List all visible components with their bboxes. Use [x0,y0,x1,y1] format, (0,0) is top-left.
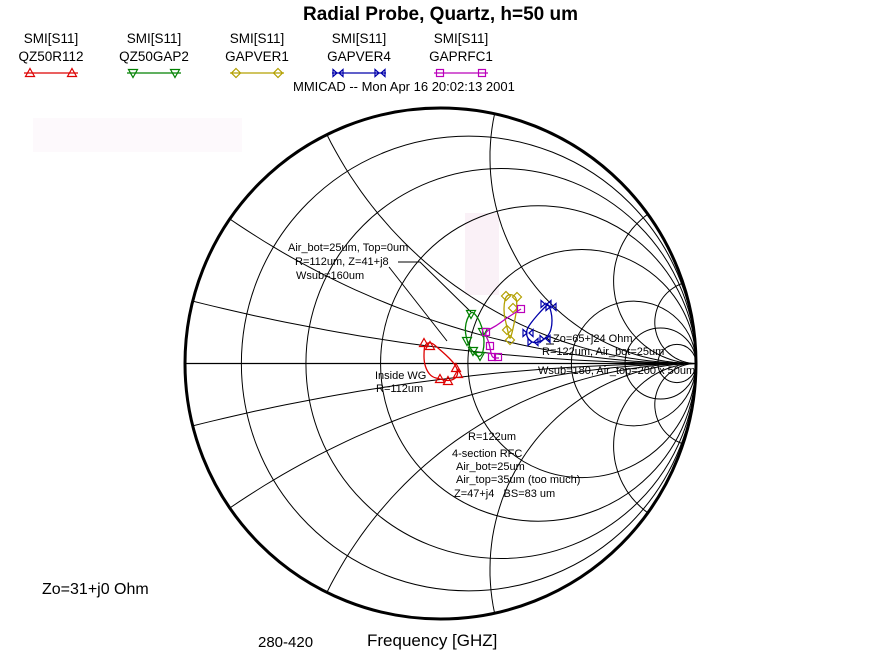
plot-title: Radial Probe, Quartz, h=50 um [302,4,579,25]
chart-annotation: 4-section RFC [452,448,523,460]
triangle-down-marker [467,346,479,357]
reference-impedance-label: Zo=31+j0 Ohm [42,581,149,598]
bowtie-marker [374,68,386,78]
square-marker [477,68,487,78]
legend-item-gapver1: SMI[S11] GAPVER1 [211,30,303,79]
timestamp-label: MMICAD -- Mon Apr 16 20:02:13 2001 [293,79,515,94]
chart-annotation: Wsub=180, Air_top=200 x 50um [538,365,696,377]
legend-series-label: SMI[S11] [229,31,285,46]
diamond-marker [507,302,519,314]
legend-marker-line [127,68,181,79]
legend-item-qz50gap2: SMI[S11] QZ50GAP2 [108,30,200,79]
triangle-up-marker [418,337,430,348]
diamond-marker [511,291,523,303]
x-axis-label: Frequency [GHZ] [367,631,498,650]
annotation-leader-line [388,266,448,342]
legend-item-gaprfc1: SMI[S11] GAPRFC1 [415,30,507,79]
square-marker [435,68,445,78]
bowtie-marker [522,328,534,338]
chart-annotation: Air_bot=25um [456,461,525,473]
trace-qz50r112 [423,342,459,382]
chart-annotation: R=112um [376,383,424,395]
legend-item-qz50r112: SMI[S11] QZ50R112 [5,30,97,79]
bowtie-marker [332,68,344,78]
chart-annotation: Zo=65+j24 Ohm [553,333,633,345]
legend-series-label: SMI[S11] [331,31,387,46]
triangle-up-marker [434,373,446,384]
triangle-down-marker [127,68,139,79]
legend-marker-line [434,68,488,78]
triangle-down-marker [465,309,477,320]
annotation-leader-line [398,261,472,313]
triangle-up-marker [442,375,454,386]
legend-marker-line [24,67,78,78]
legend-marker-line [332,68,386,78]
reactance-arc [489,363,697,614]
diamond-marker [504,334,516,346]
reactance-arc [613,213,697,364]
chart-annotation: R=122um, Air_bot=25um [542,346,665,358]
bowtie-marker [545,302,557,312]
reactance-arc [229,218,697,364]
triangle-up-marker [450,362,462,373]
legend-trace-name: GAPVER1 [225,49,289,64]
chart-annotation: R=122um [468,431,517,443]
chart-annotation: R=112um, Z=41+j8 [295,256,389,268]
chart-annotation: Inside WG [375,370,427,382]
reactance-arc [229,363,697,509]
triangle-down-marker [474,351,486,362]
triangle-up-marker [66,67,78,78]
legend-trace-name: GAPRFC1 [429,49,493,64]
trace-gaprfc1 [485,308,522,359]
chart-annotation: Air_top=35um (too much) [456,474,581,486]
reactance-arc [654,282,697,364]
bowtie-marker [527,337,539,347]
diamond-marker [272,67,284,79]
legend-series-label: SMI[S11] [126,31,182,46]
square-marker [485,341,495,351]
triangle-up-marker [424,340,436,351]
reactance-arc [192,300,696,364]
triangle-up-marker [452,368,464,379]
chart-annotation: Z=47+j4 BS=83 um [454,488,556,500]
faint-highlight-band-center [465,213,499,295]
legend-item-gapver4: SMI[S11] GAPVER4 [313,30,405,79]
legend-trace-name: QZ50R112 [18,49,84,64]
legend-trace-name: GAPVER4 [327,49,391,64]
diamond-marker [500,290,512,302]
square-marker [516,304,526,314]
reactance-arc [654,363,697,445]
trace-gapver4 [525,304,553,344]
reactance-arc [489,113,697,364]
legend-series-label: SMI[S11] [23,31,79,46]
reactance-arc [326,363,697,593]
legend-trace-name: QZ50GAP2 [119,49,189,64]
square-marker [481,327,491,337]
triangle-up-marker [24,67,36,78]
reactance-arc [326,134,697,364]
diamond-marker [501,324,513,336]
chart-annotation: Air_bot=25um, Top=0um [288,242,409,254]
reactance-arc [613,363,697,514]
triangle-down-marker [461,336,473,347]
bowtie-marker [539,334,551,344]
square-marker [487,352,497,362]
faint-highlight-box-topleft [33,118,242,152]
triangle-down-marker [169,68,181,79]
legend-marker-line [230,67,284,79]
diamond-marker [230,67,242,79]
square-marker [493,352,503,362]
legend-series-label: SMI[S11] [433,31,489,46]
chart-annotation: Wsub=160um [296,270,365,282]
frequency-range-label: 280-420 [258,634,314,651]
